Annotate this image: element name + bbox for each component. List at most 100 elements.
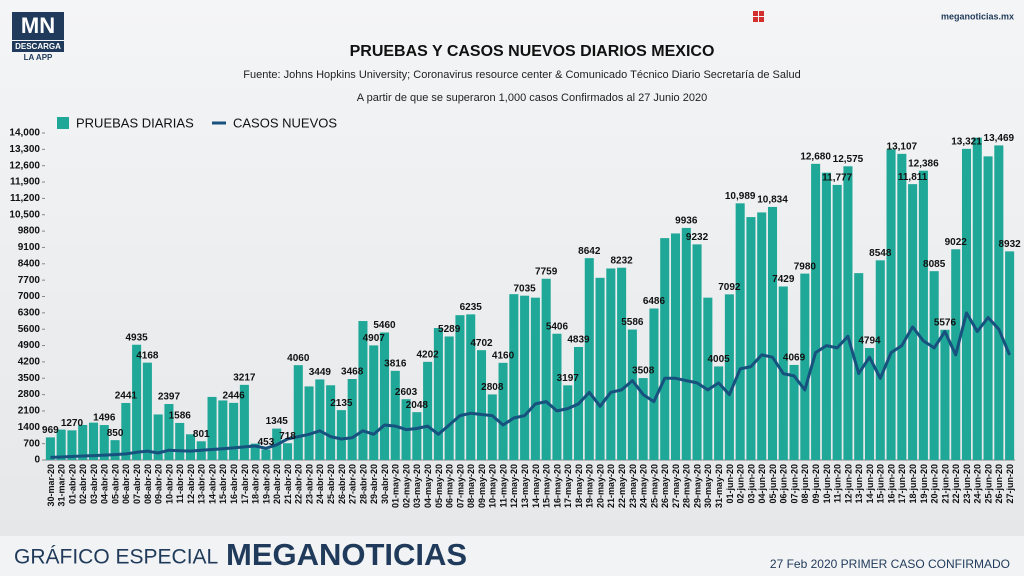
- bar: [121, 402, 131, 460]
- bar: [455, 315, 465, 460]
- y-tick-label: 13,300: [9, 144, 40, 155]
- data-label: 4907: [363, 333, 386, 344]
- bar: [918, 170, 928, 460]
- data-label: 6235: [460, 302, 483, 313]
- bar: [498, 362, 508, 460]
- bar: [908, 184, 918, 460]
- x-tick-label: 28-may-20: [682, 464, 692, 508]
- data-label: 3468: [341, 367, 364, 378]
- bar: [789, 364, 799, 460]
- logo-sub-box: [12, 41, 64, 52]
- bar: [961, 148, 972, 460]
- x-tick-label: 15-may-20: [542, 464, 552, 508]
- y-tick-label: 9100: [18, 242, 41, 253]
- data-label: 9936: [675, 216, 698, 227]
- data-label: 4702: [470, 338, 493, 349]
- x-tick-label: 25-abr-20: [326, 464, 336, 504]
- x-tick-label: 12-jun-20: [843, 464, 853, 504]
- bar: [315, 379, 325, 460]
- x-tick-label: 23-may-20: [628, 464, 638, 508]
- data-label: 8642: [578, 246, 601, 257]
- bar: [218, 400, 228, 460]
- y-tick-label: 8400: [18, 258, 41, 269]
- legend-label: CASOS NUEVOS: [233, 115, 337, 130]
- x-tick-label: 12-may-20: [509, 464, 519, 508]
- x-tick-label: 09-jun-20: [811, 464, 821, 504]
- x-tick-label: 03-jun-20: [746, 464, 756, 504]
- bar: [347, 378, 357, 460]
- bar: [67, 430, 77, 460]
- x-tick-label: 27-may-20: [671, 464, 681, 508]
- bar: [369, 345, 379, 460]
- y-tick-label: 7000: [18, 291, 41, 302]
- x-tick-label: 03-may-20: [412, 464, 422, 508]
- bar: [703, 297, 713, 460]
- bar: [854, 273, 864, 460]
- data-label: 1496: [93, 413, 116, 424]
- bar: [239, 384, 249, 460]
- bar: [433, 328, 443, 460]
- bar: [487, 394, 497, 460]
- x-tick-label: 04-may-20: [423, 464, 433, 508]
- x-tick-label: 14-abr-20: [207, 464, 217, 504]
- bar: [358, 321, 368, 460]
- data-label: 1270: [61, 418, 84, 429]
- x-tick-label: 16-jun-20: [886, 464, 896, 504]
- legend-label: PRUEBAS DIARIAS: [76, 115, 194, 130]
- x-tick-label: 14-jun-20: [865, 464, 875, 504]
- x-tick-label: 08-abr-20: [143, 464, 153, 504]
- x-tick-label: 03-abr-20: [89, 464, 99, 504]
- bar: [336, 410, 346, 460]
- x-tick-label: 01-may-20: [391, 464, 401, 508]
- x-tick-label: 26-may-20: [660, 464, 670, 508]
- data-label: 4794: [858, 336, 881, 347]
- bar: [326, 385, 336, 460]
- data-label: 3197: [557, 373, 580, 384]
- chart-title: PRUEBAS Y CASOS NUEVOS DIARIOS MEXICO: [350, 43, 715, 60]
- footer-right: 27 Feb 2020 PRIMER CASO CONFIRMADO: [770, 557, 1010, 571]
- bar: [627, 329, 637, 460]
- bar: [724, 294, 734, 460]
- bar: [994, 145, 1004, 460]
- x-tick-label: 22-jun-20: [951, 464, 961, 504]
- x-tick-label: 09-abr-20: [154, 464, 164, 504]
- bar: [940, 329, 950, 460]
- data-label: 10,989: [725, 191, 756, 202]
- x-tick-label: 25-may-20: [649, 464, 659, 508]
- bar: [1005, 251, 1015, 460]
- x-tick-label: 05-may-20: [434, 464, 444, 508]
- bar: [595, 277, 605, 460]
- x-tick-label: 08-may-20: [466, 464, 476, 508]
- chart-note: A partir de que se superaron 1,000 casos…: [357, 92, 707, 104]
- bar: [584, 258, 594, 460]
- x-tick-label: 16-may-20: [552, 464, 562, 508]
- x-tick-label: 17-abr-20: [240, 464, 250, 504]
- x-tick-label: 20-abr-20: [272, 464, 282, 504]
- bar: [282, 443, 293, 460]
- data-label: 9232: [686, 232, 709, 243]
- x-tick-label: 30-abr-20: [380, 464, 390, 504]
- footer-band: [0, 536, 1024, 576]
- y-tick-label: 3500: [18, 373, 41, 384]
- bar: [466, 314, 476, 460]
- data-label: 2441: [115, 391, 138, 402]
- bar: [509, 294, 519, 460]
- data-label: 4005: [707, 354, 730, 365]
- x-tick-label: 13-abr-20: [197, 464, 207, 504]
- x-tick-label: 22-abr-20: [294, 464, 304, 504]
- data-label: 13,107: [887, 141, 918, 152]
- x-tick-label: 05-jun-20: [768, 464, 778, 504]
- bar: [552, 333, 562, 460]
- x-tick-label: 23-jun-20: [962, 464, 972, 504]
- bar: [229, 402, 239, 460]
- x-tick-label: 17-may-20: [563, 464, 573, 508]
- x-tick-label: 31-mar-20: [57, 464, 67, 507]
- bar: [78, 424, 88, 460]
- bar: [800, 273, 810, 460]
- bar: [164, 404, 174, 460]
- data-label: 3217: [233, 373, 256, 384]
- y-tick-label: 4200: [18, 357, 41, 368]
- x-tick-label: 17-jun-20: [897, 464, 907, 504]
- bar: [304, 386, 314, 460]
